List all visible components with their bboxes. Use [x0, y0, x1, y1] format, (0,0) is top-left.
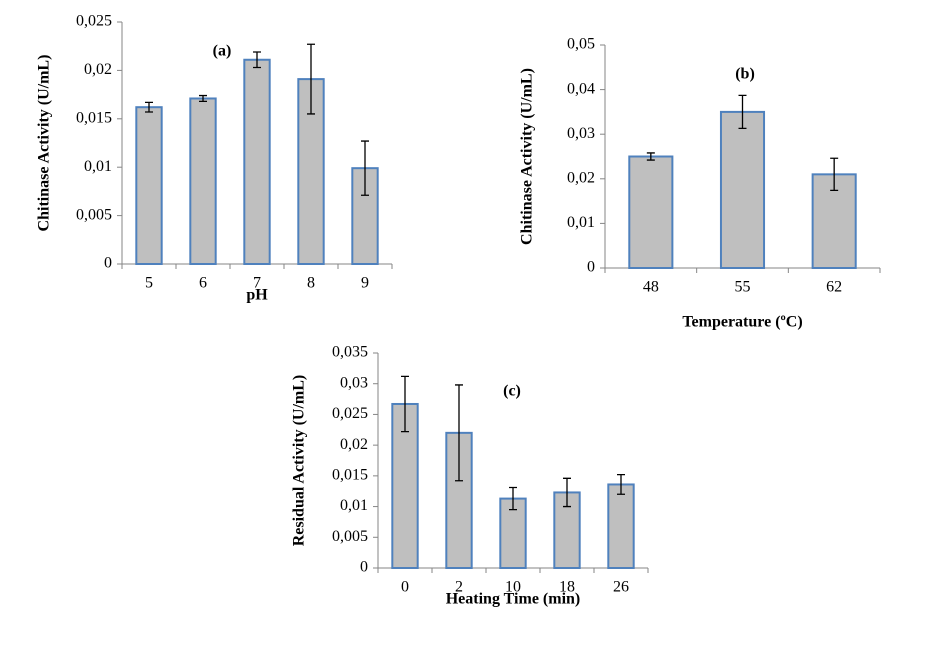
x-tick-label: 6 [199, 275, 207, 292]
error-bar [401, 375, 409, 433]
error-bar [563, 477, 571, 508]
x-tick-label: 26 [613, 579, 629, 596]
error-bar [509, 486, 517, 511]
error-bar [307, 43, 315, 115]
y-tick-label: 0,005 [76, 206, 112, 223]
y-tick-label: 0,01 [84, 158, 112, 175]
error-bar [646, 152, 655, 161]
y-axis-label: Chitinase Activity (U/mL) [36, 55, 53, 232]
x-tick-label: 48 [643, 279, 659, 296]
bar [351, 167, 379, 265]
y-axis-label: Residual Activity (U/mL) [291, 375, 308, 547]
y-tick-label: 0,025 [332, 405, 368, 422]
x-tick-label: 7 [253, 275, 261, 292]
x-tick-label: 55 [735, 279, 751, 296]
y-tick-label: 0 [104, 255, 112, 272]
bar [607, 483, 635, 570]
x-tick-label: 2 [455, 579, 463, 596]
x-axis-label: Temperature (ºC) [682, 314, 802, 331]
chart-title: (a) [213, 43, 232, 60]
y-tick-label: 0,025 [76, 13, 112, 30]
chart-title: (b) [735, 66, 755, 83]
x-axis-label: Heating Time (min) [446, 591, 581, 608]
x-tick-label: 5 [145, 275, 153, 292]
y-tick-label: 0,035 [332, 344, 368, 361]
bar [243, 58, 271, 265]
error-bar [361, 140, 369, 196]
y-tick-label: 0,02 [84, 61, 112, 78]
bar [135, 106, 163, 265]
x-axis-label: pH [246, 287, 268, 304]
error-bar [145, 101, 153, 113]
bar [628, 155, 674, 269]
y-tick-label: 0,03 [340, 374, 368, 391]
y-tick-label: 0,05 [567, 36, 595, 53]
y-tick-label: 0 [360, 559, 368, 576]
y-tick-label: 0,04 [567, 80, 595, 97]
error-bar [738, 94, 747, 130]
chart-title: (c) [503, 383, 521, 400]
error-bar [617, 473, 625, 495]
y-tick-label: 0,02 [567, 169, 595, 186]
y-tick-label: 0,02 [340, 436, 368, 453]
x-tick-label: 62 [826, 279, 842, 296]
y-tick-label: 0,015 [332, 467, 368, 484]
error-bar [199, 94, 207, 103]
x-tick-label: 18 [559, 579, 575, 596]
x-tick-label: 9 [361, 275, 369, 292]
y-tick-label: 0 [587, 259, 595, 276]
y-axis-label: Chitinase Activity (U/mL) [519, 68, 536, 245]
error-bar [253, 51, 261, 69]
x-tick-label: 10 [505, 579, 521, 596]
x-tick-label: 0 [401, 579, 409, 596]
bar [189, 97, 217, 265]
y-tick-label: 0,015 [76, 109, 112, 126]
y-tick-label: 0,01 [340, 497, 368, 514]
y-tick-label: 0,005 [332, 528, 368, 545]
bar [719, 110, 766, 270]
error-bar [830, 157, 839, 192]
y-tick-label: 0,01 [567, 214, 595, 231]
error-bar [455, 384, 463, 482]
y-tick-label: 0,03 [567, 125, 595, 142]
x-tick-label: 8 [307, 275, 315, 292]
